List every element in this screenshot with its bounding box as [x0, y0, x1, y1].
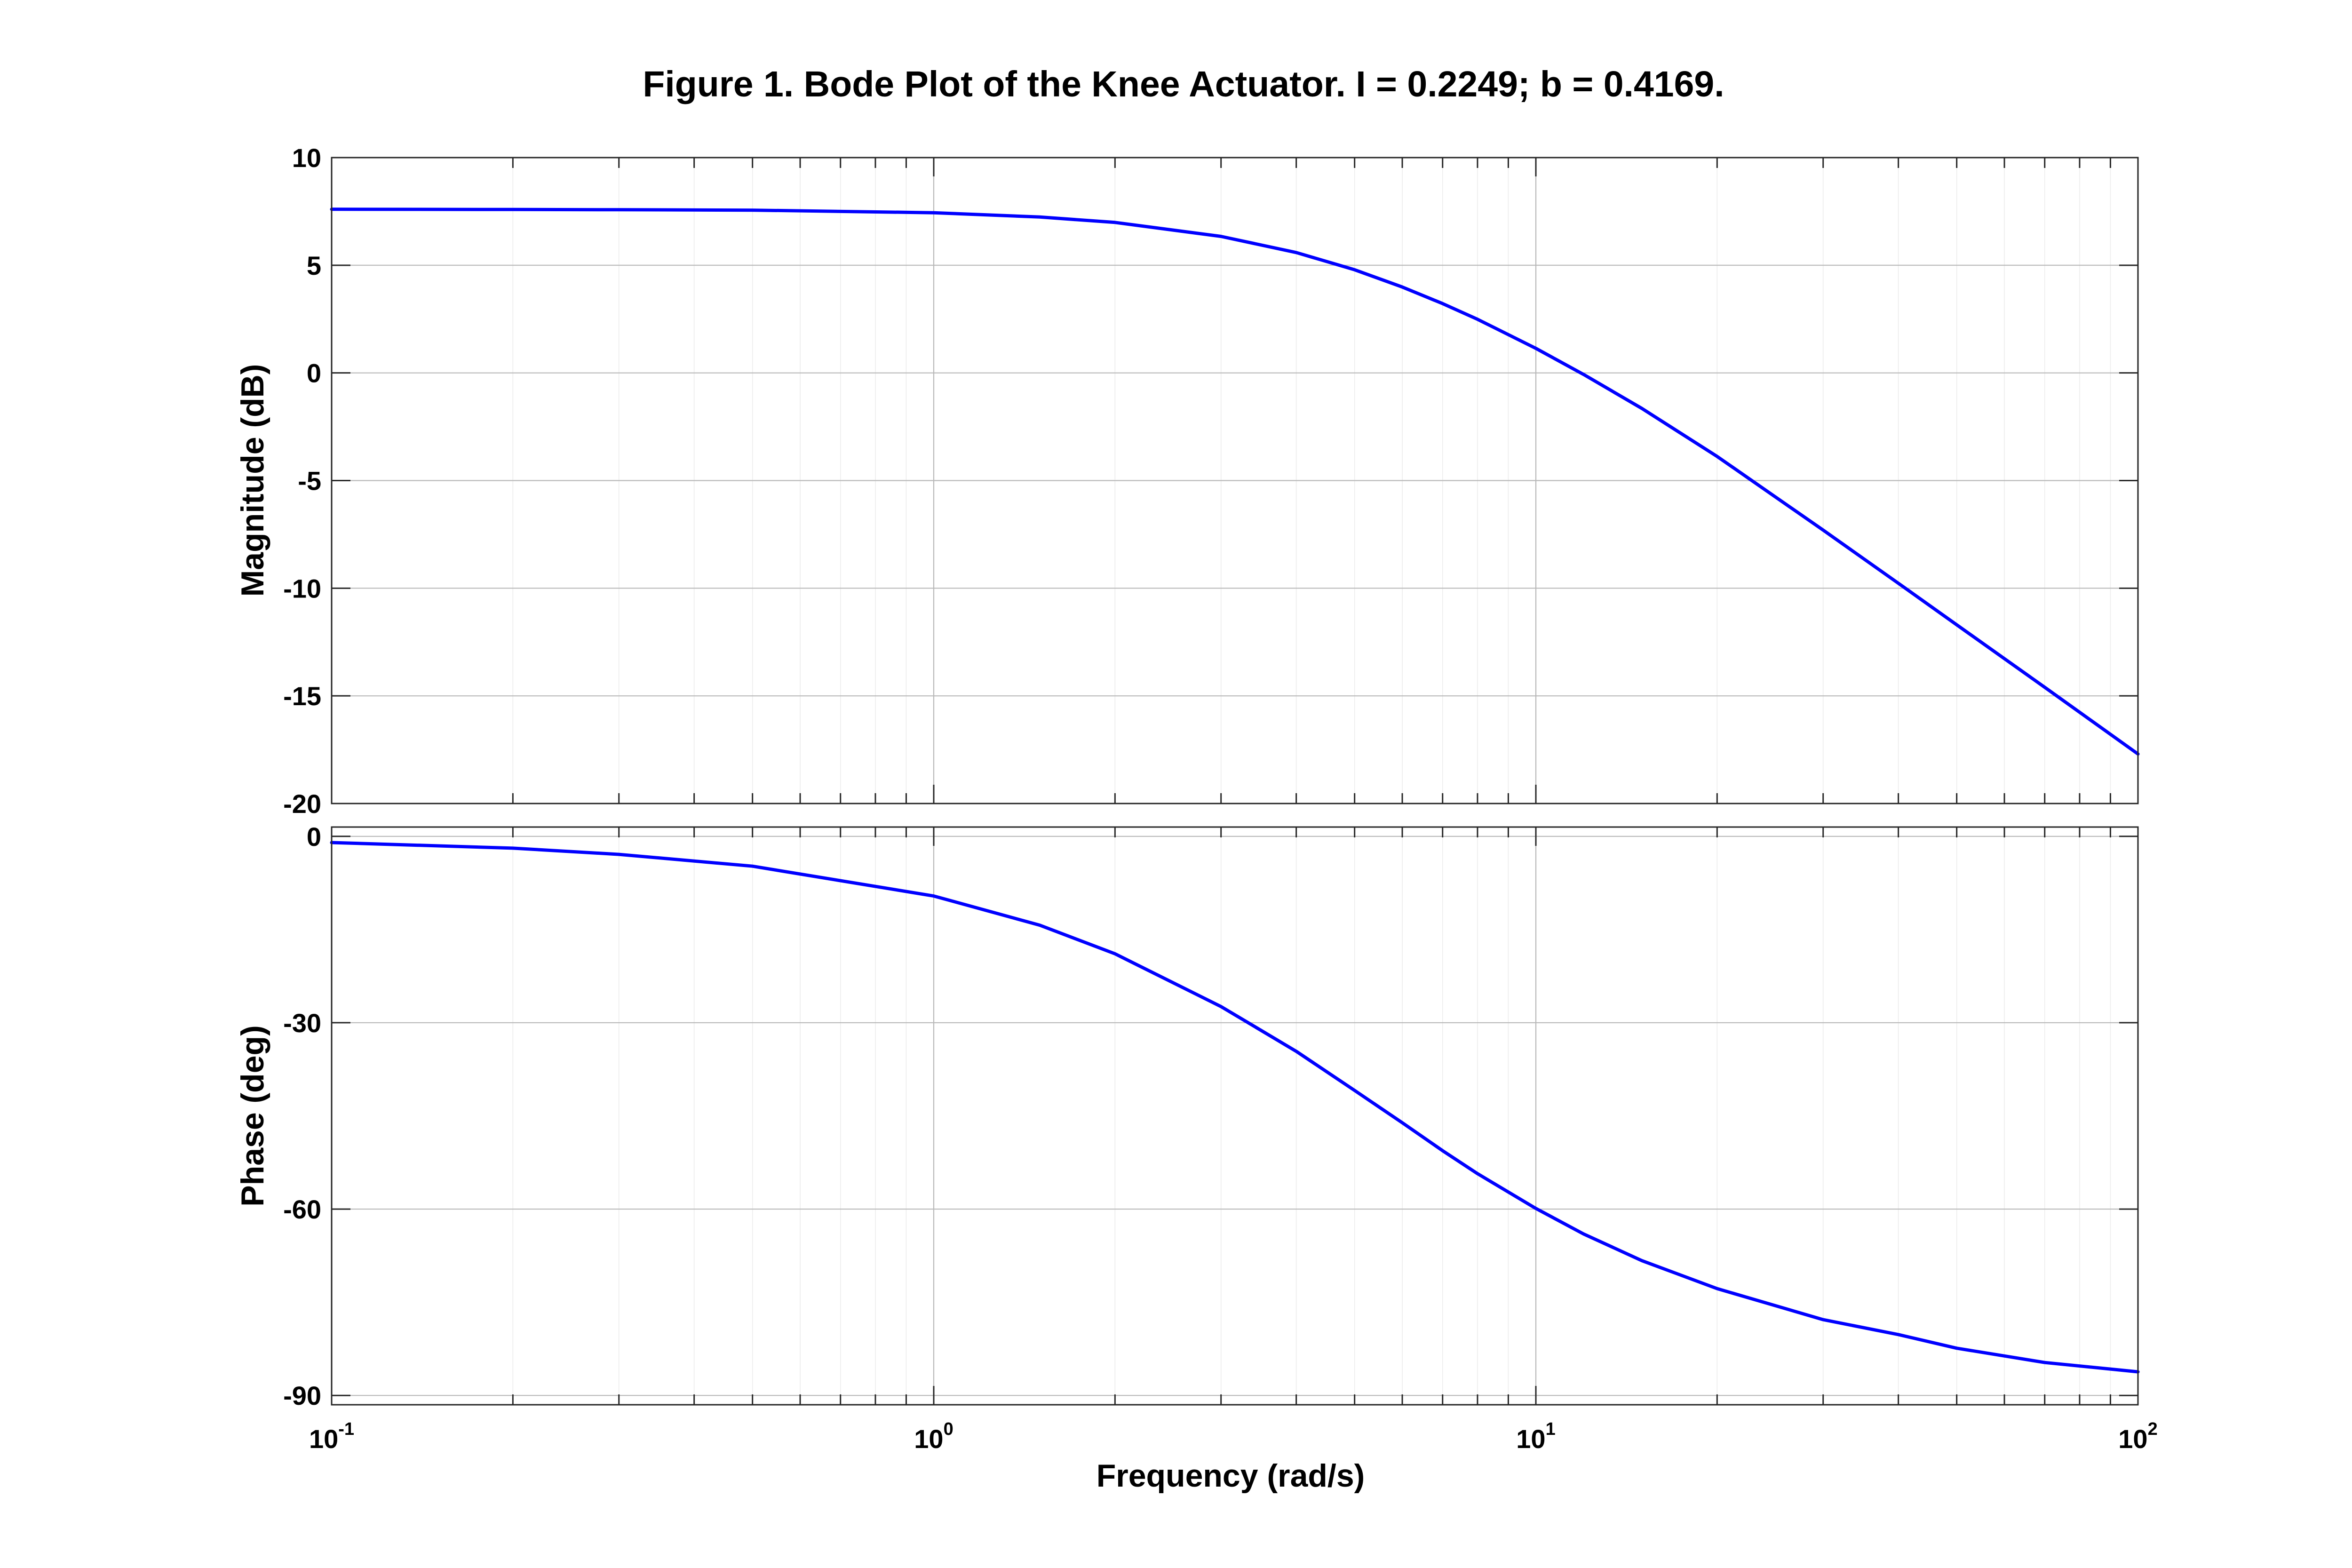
phase-minor-grid	[512, 827, 2111, 1405]
phase-y-axis-label: Phase (deg)	[235, 1025, 270, 1206]
magnitude-axes-frame	[331, 157, 2139, 804]
x-tick-label: 102	[2118, 1419, 2157, 1454]
phase-y-tick-label: -30	[283, 1008, 321, 1038]
magnitude-y-tick-label: -5	[298, 466, 321, 496]
x-axis-label: Frequency (rad/s)	[1097, 1458, 1365, 1494]
phase-panel: 0 -30 -60 -90 Phase (deg)	[235, 822, 2140, 1410]
magnitude-y-tick-labels: -20 -15 -10 -5 0 5 10	[283, 143, 321, 819]
phase-y-tick-label: -90	[283, 1381, 321, 1410]
phase-series-line	[330, 841, 2140, 1374]
magnitude-panel: -20 -15 -10 -5 0 5 10 Magnitude (dB)	[235, 143, 2140, 819]
magnitude-y-tick-label: -15	[283, 681, 321, 711]
magnitude-y-tick-label: -10	[283, 573, 321, 603]
magnitude-y-axis-label: Magnitude (dB)	[235, 364, 270, 597]
x-tick-label: 101	[1516, 1419, 1555, 1454]
phase-y-tick-label: -60	[283, 1194, 321, 1224]
magnitude-y-tick-label: 10	[292, 143, 321, 173]
x-tick-labels: 10-1 100 101 102	[309, 1419, 2158, 1454]
phase-axes-frame	[331, 826, 2139, 1406]
x-tick-label: 100	[914, 1419, 953, 1454]
x-tick-label: 10-1	[309, 1419, 354, 1454]
magnitude-y-tick-label: 0	[307, 358, 321, 388]
magnitude-series-line	[330, 207, 2140, 756]
chart-title: Figure 1. Bode Plot of the Knee Actuator…	[643, 64, 1724, 104]
phase-y-tick-labels: 0 -30 -60 -90	[283, 822, 321, 1410]
magnitude-y-tick-label: 5	[307, 251, 321, 280]
phase-y-tick-label: 0	[307, 822, 321, 852]
magnitude-y-tick-label: -20	[283, 789, 321, 819]
